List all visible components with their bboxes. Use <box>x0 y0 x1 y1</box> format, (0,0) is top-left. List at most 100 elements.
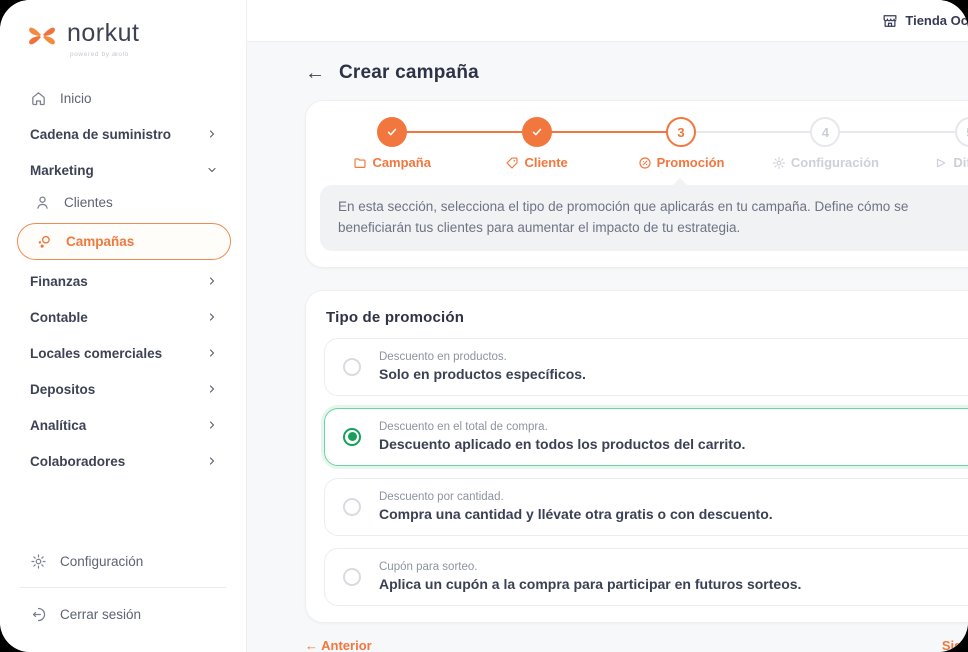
store-name: Tienda Oc <box>905 13 968 28</box>
step-info-text: En esta sección, selecciona el tipo de p… <box>338 199 909 235</box>
sidebar-item-label: Contable <box>30 309 88 325</box>
step-circle: 4 <box>810 117 841 147</box>
sidebar-item-contable[interactable]: Contable <box>0 301 246 333</box>
sidebar-item-depositos[interactable]: Depositos <box>0 373 246 405</box>
sidebar-item-label: Cadena de suministro <box>30 126 172 142</box>
radio-button[interactable] <box>343 567 361 586</box>
chevron-right-icon <box>206 455 218 467</box>
step-circle: 3 <box>666 117 697 147</box>
sidebar-item-campanas[interactable]: Campañas <box>17 223 231 260</box>
option-description: Compra una cantidad y llévate otra grati… <box>379 506 773 523</box>
sidebar-item-label: Inicio <box>60 90 92 106</box>
sidebar-item-label: Colaboradores <box>30 453 126 469</box>
chevron-right-icon <box>206 347 218 359</box>
storefront-icon <box>881 12 899 30</box>
store-selector[interactable]: Tienda Oc <box>881 12 968 30</box>
option-description: Solo en productos específicos. <box>379 366 586 383</box>
sidebar-item-colaboradores[interactable]: Colaboradores <box>0 445 246 477</box>
sidebar-item-inicio[interactable]: Inicio <box>0 82 246 114</box>
sidebar-nav: Inicio Cadena de suministro Marketing Cl… <box>0 82 246 543</box>
step-label: Cliente <box>524 155 568 170</box>
option-label: Descuento en el total de compra. <box>379 421 548 434</box>
user-icon <box>34 194 51 211</box>
sidebar-item-clientes[interactable]: Clientes <box>0 186 246 218</box>
option-label: Cupón para sorteo. <box>379 561 478 574</box>
sidebar-item-label: Campañas <box>66 234 135 249</box>
sidebar-item-label: Cerrar sesión <box>60 606 142 622</box>
step-label: Difusión <box>953 155 968 170</box>
tag-icon <box>505 156 519 170</box>
step-label: Campaña <box>372 155 431 170</box>
sidebar-item-finanzas[interactable]: Finanzas <box>0 265 246 297</box>
sidebar-footer: Configuración Cerrar sesión <box>0 543 246 632</box>
powered-by-text: powered by æolo <box>70 51 129 58</box>
sidebar-item-label: Locales comerciales <box>30 345 163 361</box>
step-circle: 5 <box>954 117 968 147</box>
gear-icon <box>772 156 786 170</box>
promo-type-card: Tipo de promoción Descuento en productos… <box>305 289 968 623</box>
stepper: Campaña Cliente 3 <box>320 117 968 170</box>
promo-option-descuento-total[interactable]: Descuento en el total de compra. Descuen… <box>324 407 968 466</box>
step-campana[interactable]: Campaña <box>320 117 465 170</box>
next-button[interactable]: Siguiente → <box>941 637 968 652</box>
radio-button[interactable] <box>343 497 361 516</box>
logout-icon <box>30 606 47 623</box>
promo-option-descuento-cantidad[interactable]: Descuento por cantidad. Compra una canti… <box>324 477 968 536</box>
option-description: Aplica un cupón a la compra para partici… <box>379 576 802 593</box>
logo-wordmark: norkut <box>67 19 140 47</box>
option-label: Descuento por cantidad. <box>379 491 504 504</box>
back-arrow-icon[interactable]: ← <box>305 62 325 84</box>
step-info-box: En esta sección, selecciona el tipo de p… <box>320 178 968 251</box>
sidebar-item-marketing[interactable]: Marketing <box>0 154 246 186</box>
sidebar-item-label: Configuración <box>60 553 144 569</box>
promote-icon <box>934 156 948 170</box>
step-cliente[interactable]: Cliente <box>464 117 610 170</box>
chevron-right-icon <box>206 128 218 140</box>
page-content: ← Crear campaña Campaña <box>247 42 968 652</box>
main-area: Tienda Oc ← Crear campaña Campaña <box>247 0 968 652</box>
step-configuracion[interactable]: 4 Configuración <box>753 117 899 170</box>
promo-option-descuento-productos[interactable]: Descuento en productos. Solo en producto… <box>324 337 968 396</box>
sidebar-divider <box>20 587 226 588</box>
sidebar-item-analitica[interactable]: Analítica <box>0 409 246 441</box>
sidebar-item-label: Analítica <box>30 417 87 433</box>
promo-type-title: Tipo de promoción <box>326 308 465 326</box>
chevron-right-icon <box>206 419 218 431</box>
radio-button-checked[interactable] <box>343 427 361 446</box>
option-description: Descuento aplicado en todos los producto… <box>379 436 746 453</box>
step-label: Configuración <box>790 155 879 170</box>
check-icon <box>387 128 397 136</box>
check-icon <box>532 128 541 136</box>
sidebar-item-locales-comerciales[interactable]: Locales comerciales <box>0 337 246 369</box>
sidebar: norkut powered by æolo Inicio Cadena de … <box>0 0 247 652</box>
step-difusion[interactable]: 5 Difusión <box>897 117 968 170</box>
chevron-right-icon <box>206 275 218 287</box>
bubbles-icon <box>35 233 53 251</box>
step-promocion[interactable]: 3 Promoción <box>608 117 754 170</box>
home-icon <box>30 90 47 107</box>
folder-icon <box>353 156 367 170</box>
step-circle <box>521 117 552 147</box>
gear-icon <box>30 553 47 570</box>
sidebar-item-label: Clientes <box>64 194 113 210</box>
previous-button[interactable]: ← Anterior <box>305 637 372 652</box>
sidebar-item-label: Finanzas <box>30 273 88 289</box>
sidebar-item-cadena-de-suministro[interactable]: Cadena de suministro <box>0 118 246 150</box>
step-label: Promoción <box>656 155 725 170</box>
sidebar-item-cerrar-sesion[interactable]: Cerrar sesión <box>0 596 246 632</box>
option-label: Descuento en productos. <box>379 351 507 364</box>
page-header: ← Crear campaña <box>305 62 968 84</box>
chevron-right-icon <box>206 383 218 395</box>
logo: norkut powered by æolo <box>0 19 246 58</box>
step-circle <box>377 117 408 147</box>
page-title: Crear campaña <box>339 62 479 83</box>
promo-option-cupon-sorteo[interactable]: Cupón para sorteo. Aplica un cupón a la … <box>324 547 968 606</box>
sidebar-item-configuracion[interactable]: Configuración <box>0 543 246 579</box>
chevron-right-icon <box>206 311 218 323</box>
sidebar-item-label: Depositos <box>30 381 96 397</box>
sidebar-item-label: Marketing <box>30 162 94 178</box>
percent-icon <box>638 156 652 170</box>
norkut-butterfly-icon <box>29 27 55 45</box>
radio-button[interactable] <box>343 357 361 376</box>
